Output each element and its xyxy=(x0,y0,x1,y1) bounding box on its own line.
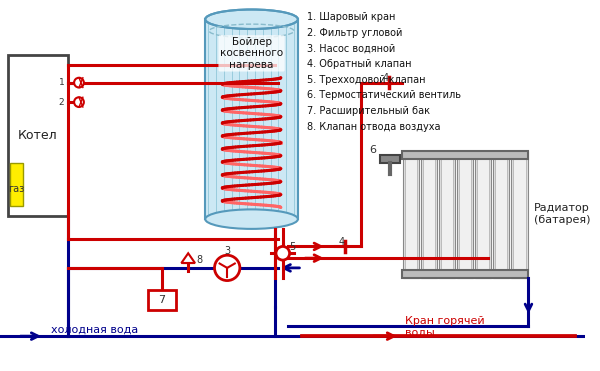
Text: 4. Обратный клапан: 4. Обратный клапан xyxy=(307,59,412,69)
Bar xyxy=(148,290,176,310)
Circle shape xyxy=(74,78,84,88)
Ellipse shape xyxy=(205,10,298,29)
Bar xyxy=(511,151,527,278)
Text: 1. Шаровый кран: 1. Шаровый кран xyxy=(307,12,395,22)
Text: 4: 4 xyxy=(382,73,388,83)
Bar xyxy=(439,151,455,278)
Text: 2: 2 xyxy=(59,98,64,106)
Bar xyxy=(205,19,298,219)
Bar xyxy=(402,151,529,159)
Text: 7: 7 xyxy=(158,295,166,305)
Bar xyxy=(477,159,490,270)
Circle shape xyxy=(215,255,240,280)
Bar xyxy=(403,151,419,278)
Text: 3. Насос водяной: 3. Насос водяной xyxy=(307,44,395,54)
Bar xyxy=(441,159,453,270)
Text: Котел: Котел xyxy=(18,129,58,142)
Ellipse shape xyxy=(205,209,298,229)
Text: холодная вода: холодная вода xyxy=(51,324,138,334)
Text: 2. Фильтр угловой: 2. Фильтр угловой xyxy=(307,28,403,38)
Polygon shape xyxy=(181,253,195,263)
Text: 5: 5 xyxy=(289,242,296,252)
Text: газ: газ xyxy=(8,184,25,194)
Circle shape xyxy=(276,246,290,260)
Bar xyxy=(475,151,491,278)
Text: 1: 1 xyxy=(59,78,64,87)
Text: 5. Трехходовой клапан: 5. Трехходовой клапан xyxy=(307,75,425,85)
Text: Бойлер
косвенного
нагрева: Бойлер косвенного нагрева xyxy=(220,37,283,70)
Bar xyxy=(421,151,437,278)
Bar xyxy=(380,155,400,162)
Circle shape xyxy=(74,97,84,107)
Text: 8. Клапан отвода воздуха: 8. Клапан отвода воздуха xyxy=(307,122,440,132)
Bar xyxy=(514,159,526,270)
Bar xyxy=(493,151,509,278)
Bar xyxy=(495,159,508,270)
Text: 7. Расширительный бак: 7. Расширительный бак xyxy=(307,106,430,116)
Text: Радиатор
(батарея): Радиатор (батарея) xyxy=(535,203,591,225)
Bar xyxy=(457,151,473,278)
Bar xyxy=(404,159,417,270)
Text: 8: 8 xyxy=(196,255,202,265)
Text: Кран горячей
воды: Кран горячей воды xyxy=(404,316,484,337)
Bar xyxy=(423,159,435,270)
Bar xyxy=(402,270,529,278)
Bar xyxy=(459,159,471,270)
Bar xyxy=(10,162,23,207)
Text: 6. Термостатический вентиль: 6. Термостатический вентиль xyxy=(307,91,461,101)
Text: 6: 6 xyxy=(369,145,376,155)
Text: 3: 3 xyxy=(224,246,230,256)
Bar xyxy=(8,55,68,216)
Text: 4: 4 xyxy=(338,237,344,247)
